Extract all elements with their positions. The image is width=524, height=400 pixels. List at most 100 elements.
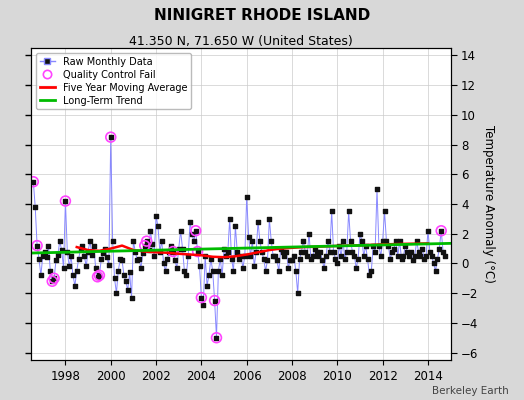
Point (42, 254, 51, 261)
Point (209, 268, 217, 274)
Point (197, 294, 205, 301)
Point (224, 248, 232, 255)
Point (125, 269, 134, 276)
Point (77, 245, 85, 252)
Point (205, 272, 213, 278)
Point (311, 245, 319, 252)
Point (318, 257, 326, 264)
Point (78, 242, 86, 249)
Point (90, 242, 98, 249)
Point (52, 257, 60, 264)
Point (377, 253, 385, 259)
Point (133, 257, 141, 264)
Point (233, 248, 242, 255)
Point (380, 208, 389, 215)
Point (401, 242, 410, 249)
Point (420, 256, 429, 262)
Point (337, 253, 345, 259)
Point (430, 260, 438, 267)
Point (339, 238, 347, 244)
Point (163, 256, 171, 262)
Point (239, 265, 247, 271)
Point (241, 253, 249, 259)
Point (254, 219, 262, 225)
Point (333, 260, 342, 267)
Point (424, 228, 432, 234)
Point (50, 275, 58, 282)
Point (206, 256, 215, 262)
Point (331, 256, 340, 262)
Point (184, 253, 192, 259)
Point (188, 230, 196, 237)
Point (299, 238, 308, 244)
Text: Berkeley Earth: Berkeley Earth (432, 386, 508, 396)
Point (95, 272, 104, 278)
Point (180, 268, 189, 274)
Point (335, 242, 343, 249)
Point (93, 274, 102, 280)
Point (105, 262, 113, 268)
Point (33, 242, 41, 249)
Point (375, 242, 383, 249)
Point (277, 245, 285, 252)
Point (384, 242, 392, 249)
Point (325, 248, 334, 255)
Point (425, 248, 434, 255)
Point (391, 238, 400, 244)
Point (192, 228, 200, 234)
Point (165, 248, 173, 255)
Point (197, 294, 205, 301)
Point (212, 334, 221, 341)
Point (139, 250, 147, 256)
Point (394, 253, 402, 259)
Point (59, 265, 68, 271)
Point (106, 134, 115, 140)
Point (358, 238, 366, 244)
Point (48, 278, 57, 284)
Point (441, 253, 449, 259)
Point (231, 223, 239, 230)
Point (177, 228, 185, 234)
Point (161, 268, 170, 274)
Point (211, 297, 219, 304)
Point (248, 238, 257, 244)
Point (186, 219, 194, 225)
Point (172, 265, 181, 271)
Point (352, 265, 361, 271)
Point (103, 254, 111, 261)
Point (267, 238, 276, 244)
Point (396, 238, 404, 244)
Point (382, 238, 390, 244)
Point (48, 278, 57, 284)
Point (227, 256, 236, 262)
Point (386, 256, 395, 262)
Point (316, 248, 324, 255)
Point (169, 248, 177, 255)
Point (330, 248, 338, 255)
Point (140, 242, 149, 249)
Point (95, 272, 104, 278)
Point (159, 260, 168, 267)
Point (435, 245, 443, 252)
Point (29, 178, 38, 185)
Point (309, 253, 317, 259)
Point (131, 248, 139, 255)
Point (397, 256, 406, 262)
Point (152, 213, 160, 219)
Point (118, 257, 126, 264)
Point (143, 238, 151, 244)
Point (150, 253, 158, 259)
Point (190, 238, 198, 244)
Point (50, 275, 58, 282)
Point (80, 253, 89, 259)
Point (156, 248, 164, 255)
Point (39, 253, 47, 259)
Point (418, 245, 427, 252)
Point (74, 256, 83, 262)
Text: NINIGRET RHODE ISLAND: NINIGRET RHODE ISLAND (154, 8, 370, 23)
Point (193, 248, 202, 255)
Point (108, 238, 117, 244)
Point (143, 238, 151, 244)
Point (135, 256, 143, 262)
Point (246, 253, 255, 259)
